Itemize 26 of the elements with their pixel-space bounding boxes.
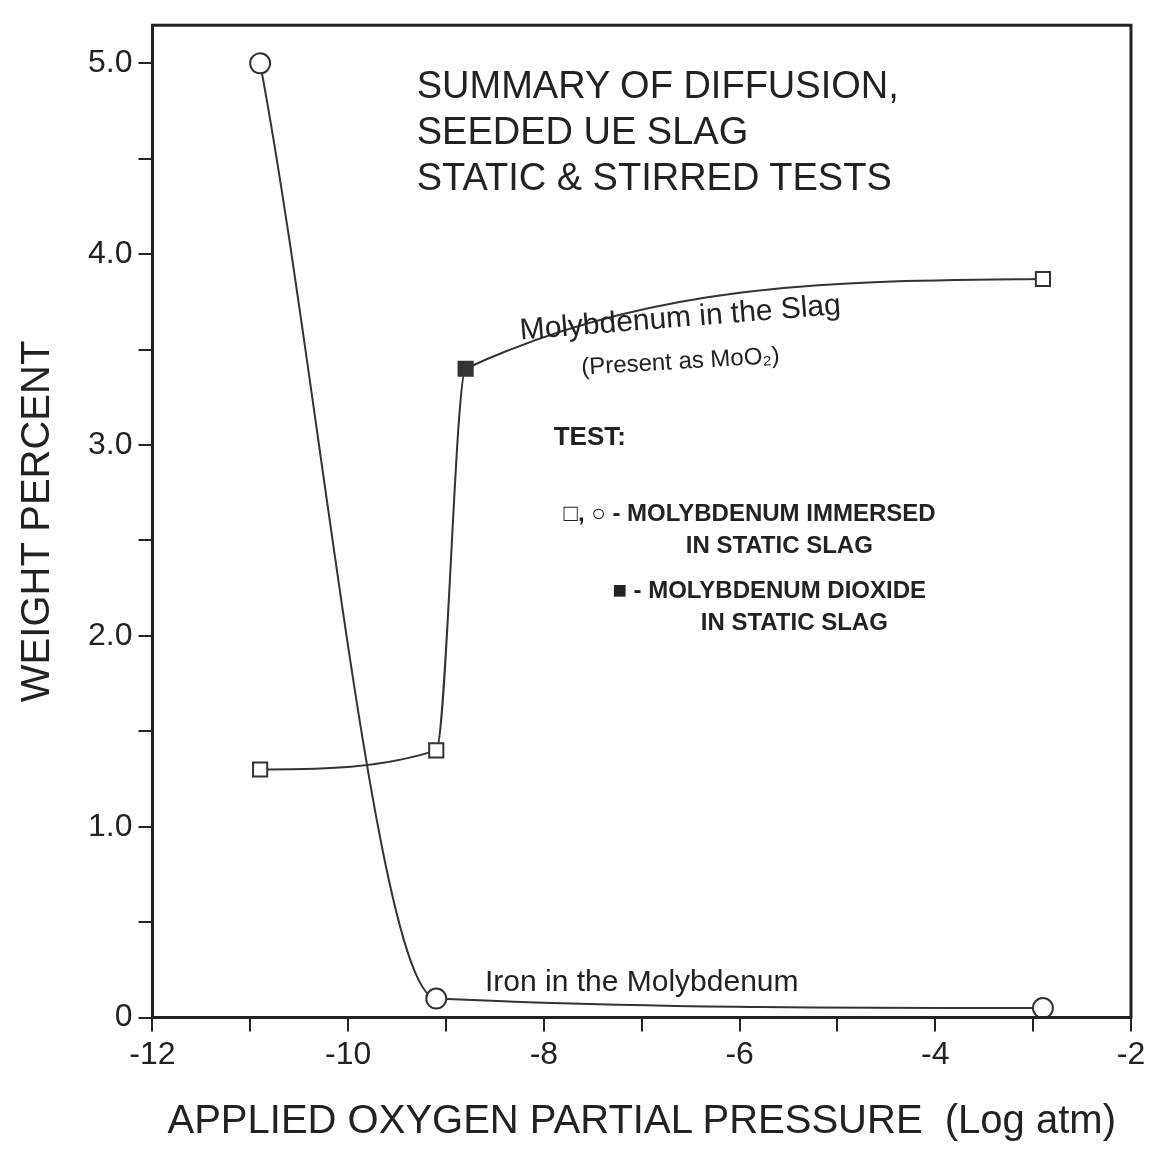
point (425, 987, 448, 1010)
y-tick-label: 2.0 (88, 615, 133, 652)
point (457, 360, 474, 377)
point (1034, 270, 1052, 288)
x-tick-label: -6 (725, 1034, 754, 1071)
point (428, 742, 445, 759)
x-axis-title: APPLIED OXYGEN PARTIAL PRESSURE (Log atm) (167, 1097, 1116, 1142)
annotation: TEST: (553, 421, 626, 452)
point (249, 52, 272, 75)
y-tick-label: 0 (114, 997, 133, 1034)
y-tick-label: 3.0 (88, 424, 133, 461)
x-tick-label: -8 (529, 1034, 559, 1071)
y-tick-label: 5.0 (88, 43, 133, 80)
y-tick-label: 1.0 (88, 806, 133, 843)
point (1031, 997, 1054, 1018)
point (252, 761, 269, 778)
text: SUMMARY OF DIFFUSION, SEEDED UE SLAG STATIC & STIRRED TESTS (416, 63, 899, 198)
x-tick-label: -12 (129, 1034, 176, 1071)
x-tick-label: -10 (325, 1034, 372, 1071)
annotation: □, ○ - MOLYBDENUM IMMERSED IN STATIC SLAG (563, 499, 936, 559)
series-label: Iron in the Molybdenum (484, 963, 799, 997)
annotation: ■ - MOLYBDENUM DIOXIDE IN STATIC SLAG (612, 575, 927, 635)
y-axis-title: WEIGHT PERCENT (13, 340, 58, 703)
x-tick-label: -4 (921, 1034, 950, 1071)
y-tick-label: 4.0 (88, 234, 133, 271)
x-tick-label: -2 (1116, 1034, 1146, 1071)
